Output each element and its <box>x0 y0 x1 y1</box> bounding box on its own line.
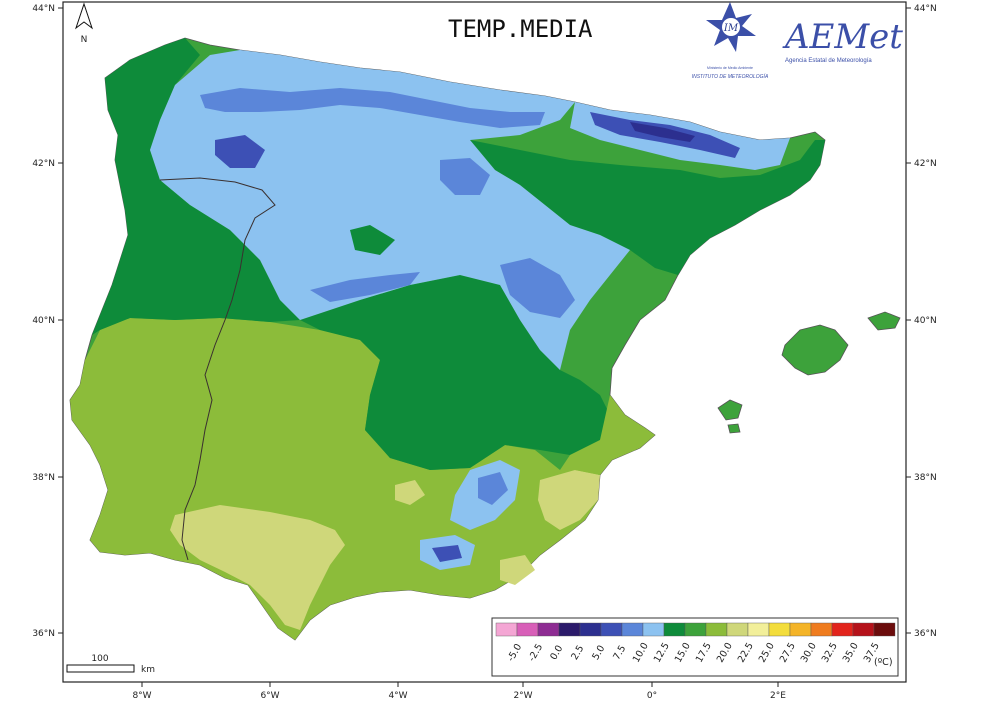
lon-label: 2°E <box>770 691 786 701</box>
map-frame <box>62 1 907 683</box>
lon-label: 6°W <box>260 691 279 701</box>
inm-logo: IM Ministerio de Medio Ambiente INSTITUT… <box>692 2 769 80</box>
scale-bar-value: 100 <box>91 654 108 664</box>
north-arrow-icon <box>75 2 93 30</box>
lon-label: 8°W <box>132 691 151 701</box>
scale-bar-rect <box>66 664 135 673</box>
lat-label-right: 38°N <box>914 473 937 483</box>
lat-label-left: 44°N <box>32 4 55 14</box>
hot-zone-guadalquivir <box>170 505 345 630</box>
hot-zone-inland <box>395 480 425 505</box>
legend-swatch <box>495 622 518 637</box>
legend-swatch <box>684 622 707 637</box>
mild-zone-east-coast <box>560 395 655 475</box>
lon-label: 0° <box>647 691 657 701</box>
cold-zone-sistema-central <box>310 272 420 302</box>
lat-label-right: 40°N <box>914 316 937 326</box>
latitude-labels-right: 44°N 42°N 40°N 38°N 36°N <box>906 4 937 639</box>
legend-swatch <box>810 622 833 637</box>
legend-swatch <box>579 622 602 637</box>
cold-zone-leon <box>215 135 265 168</box>
mild-zone-center-south <box>300 275 610 470</box>
legend-swatch <box>789 622 812 637</box>
longitude-labels: 8°W 6°W 4°W 2°W 0° 2°E <box>132 682 786 701</box>
inm-small-text: Ministerio de Medio Ambiente <box>707 66 753 70</box>
legend-swatches <box>495 622 896 637</box>
mild-zone-duero-valley <box>350 225 395 255</box>
land-layer <box>69 37 901 641</box>
aemet-logo: AEMet Agencia Estatal de Meteorología <box>782 17 903 64</box>
lat-label-right: 44°N <box>914 4 937 14</box>
inm-text: INSTITUTO DE METEOROLOGÍA <box>692 73 769 80</box>
legend-swatch <box>705 622 728 637</box>
lat-label-right: 42°N <box>914 159 937 169</box>
menorca-island <box>867 311 901 331</box>
legend: -5.0 -2.5 0.0 2.5 5.0 7.5 10.0 12.5 15.0 17.5 20.0… <box>491 617 899 677</box>
mild-zone-ebro <box>470 140 825 275</box>
formentera-island <box>727 423 741 434</box>
legend-swatch <box>621 622 644 637</box>
map-title: TEMP.MEDIA <box>448 15 593 43</box>
legend-unit: (ºC) <box>874 657 893 668</box>
mild-zone-northwest <box>92 38 300 335</box>
legend-swatch <box>831 622 854 637</box>
legend-swatch <box>600 622 623 637</box>
legend-swatch <box>516 622 539 637</box>
scale-bar: 100 km <box>66 654 155 675</box>
coldest-zone-pyrenees <box>630 122 695 142</box>
lon-label: 4°W <box>388 691 407 701</box>
cold-zone-cantabrian <box>200 88 545 128</box>
legend-swatch <box>663 622 686 637</box>
portugal-border <box>159 177 276 561</box>
lat-label-left: 42°N <box>32 159 55 169</box>
legend-swatch <box>558 622 581 637</box>
legend-swatch <box>642 622 665 637</box>
hot-zone-almeria <box>500 555 535 585</box>
lon-label: 2°W <box>513 691 532 701</box>
lat-label-left: 38°N <box>32 473 55 483</box>
latitude-labels-left: 44°N 42°N 40°N 38°N 36°N <box>32 4 63 639</box>
inm-mark-circle <box>722 18 740 36</box>
cold-zone-sierra-nevada <box>432 545 462 562</box>
lat-label-left: 40°N <box>32 316 55 326</box>
ibiza-island <box>717 399 743 421</box>
north-label: N <box>81 35 88 45</box>
aemet-subtitle: Agencia Estatal de Meteorología <box>785 58 872 64</box>
legend-swatch <box>747 622 770 637</box>
cold-zone-betica <box>478 472 508 505</box>
legend-swatch <box>537 622 560 637</box>
lat-label-right: 36°N <box>914 629 937 639</box>
cold-zone-burgos <box>440 158 490 195</box>
hot-zone-murcia <box>538 470 600 530</box>
legend-swatch <box>852 622 875 637</box>
legend-swatch <box>768 622 791 637</box>
mallorca-island <box>781 324 849 376</box>
cold-zone-sistema-iberico <box>500 258 575 318</box>
inm-mark: IM <box>723 23 739 34</box>
lat-label-left: 36°N <box>32 629 55 639</box>
legend-swatch <box>873 622 896 637</box>
legend-swatch <box>726 622 749 637</box>
scale-bar-unit: km <box>141 665 155 675</box>
aemet-name: AEMet <box>782 17 903 57</box>
north-arrow: N <box>75 2 93 45</box>
